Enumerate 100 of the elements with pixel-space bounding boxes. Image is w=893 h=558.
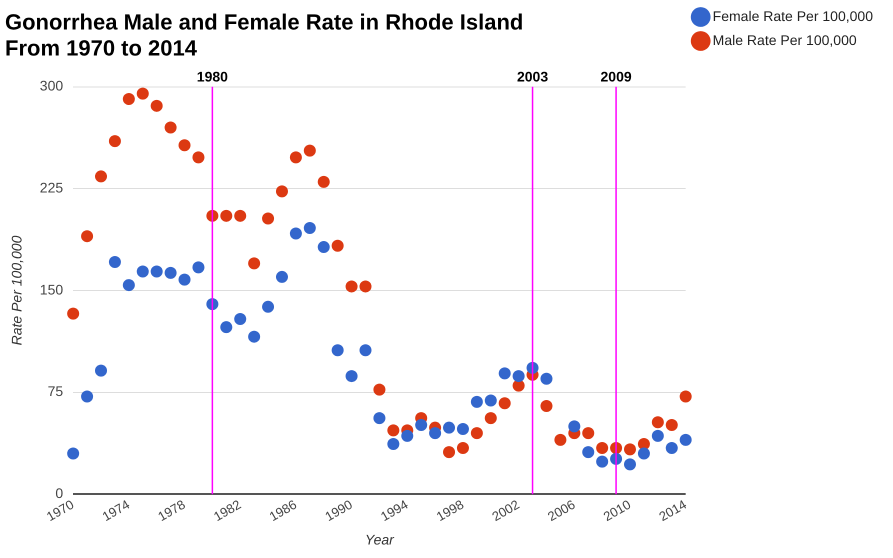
point: [67, 447, 80, 460]
x-tick-label: 2014: [656, 496, 689, 524]
point: [178, 139, 191, 152]
point: [373, 412, 386, 424]
x-tick-label: 1990: [322, 496, 355, 524]
point: [318, 176, 330, 188]
point: [512, 370, 525, 382]
y-tick-label: 225: [40, 180, 64, 196]
point: [318, 241, 330, 254]
x-tick-label: 2002: [489, 496, 522, 524]
point: [276, 185, 288, 198]
point: [582, 446, 594, 458]
point: [346, 370, 358, 382]
point: [387, 438, 400, 450]
point: [136, 266, 149, 278]
point: [122, 93, 135, 106]
y-tick-label: 150: [40, 281, 64, 298]
point: [122, 279, 135, 292]
point: [178, 274, 191, 286]
point: [95, 364, 107, 377]
point: [638, 447, 650, 460]
point: [81, 390, 94, 402]
point: [596, 442, 608, 454]
point: [540, 372, 552, 385]
point: [666, 442, 678, 454]
point: [596, 456, 608, 468]
point: [290, 227, 302, 240]
point: [680, 390, 692, 402]
point: [484, 412, 497, 424]
ref-line-label: 2009: [600, 68, 632, 85]
point: [192, 151, 204, 164]
point: [456, 423, 469, 436]
point: [554, 434, 566, 446]
point: [220, 210, 232, 222]
legend-label: Male Rate Per 100,000: [712, 32, 857, 48]
point: [401, 430, 414, 442]
point: [150, 100, 163, 112]
point: [470, 427, 483, 440]
point: [262, 300, 274, 313]
point: [136, 88, 149, 100]
point: [484, 394, 497, 407]
x-tick-label: 1986: [266, 496, 300, 524]
x-tick-label: 1982: [210, 496, 244, 524]
x-tick-label: 2006: [545, 496, 578, 524]
point: [248, 330, 260, 343]
point: [220, 321, 232, 334]
point: [304, 222, 316, 234]
point: [248, 257, 260, 270]
point: [304, 144, 316, 157]
y-axis-title: Rate Per 100,000: [8, 235, 24, 346]
point: [415, 418, 428, 431]
point: [234, 313, 246, 326]
ref-line-label: 1980: [196, 68, 228, 85]
point: [373, 384, 386, 396]
point: [624, 458, 636, 470]
point: [81, 230, 94, 242]
point: [192, 261, 204, 274]
point: [150, 266, 163, 278]
point: [470, 396, 483, 408]
point: [443, 446, 456, 458]
chart-title: Gonorrhea Male and Female Rate in Rhode Island From 1970 to 2014: [5, 9, 524, 61]
point: [332, 344, 344, 356]
point: [262, 212, 274, 225]
point: [332, 240, 344, 252]
point: [456, 442, 469, 454]
point: [652, 430, 664, 442]
y-tick-label: 300: [40, 78, 64, 94]
legend-label: Female Rate Per 100,000: [712, 8, 874, 24]
point: [582, 427, 594, 440]
point: [568, 420, 580, 432]
point: [346, 280, 358, 292]
point: [95, 170, 107, 182]
point: [387, 424, 400, 436]
point: [540, 400, 552, 412]
point: [164, 122, 177, 134]
point: [680, 434, 692, 446]
point: [498, 397, 511, 410]
x-tick-label: 1974: [100, 496, 132, 524]
point: [429, 427, 442, 440]
point: [360, 280, 372, 292]
point: [234, 210, 246, 222]
x-tick-label: 2010: [600, 496, 634, 524]
point: [108, 135, 121, 148]
x-tick-label: 1978: [155, 496, 188, 524]
ref-line-label: 2003: [516, 68, 548, 85]
point: [624, 443, 636, 456]
point: [652, 416, 664, 428]
point: [276, 270, 288, 283]
point: [108, 256, 121, 268]
y-tick-label: 75: [48, 383, 64, 400]
point: [67, 308, 80, 320]
point: [498, 367, 511, 380]
x-axis-title: Year: [365, 531, 396, 548]
point: [443, 422, 456, 434]
x-tick-label: 1994: [378, 496, 411, 524]
point: [360, 344, 372, 356]
point: [666, 418, 678, 431]
point: [290, 151, 302, 164]
point: [164, 266, 177, 279]
x-tick-label: 1998: [434, 496, 466, 524]
